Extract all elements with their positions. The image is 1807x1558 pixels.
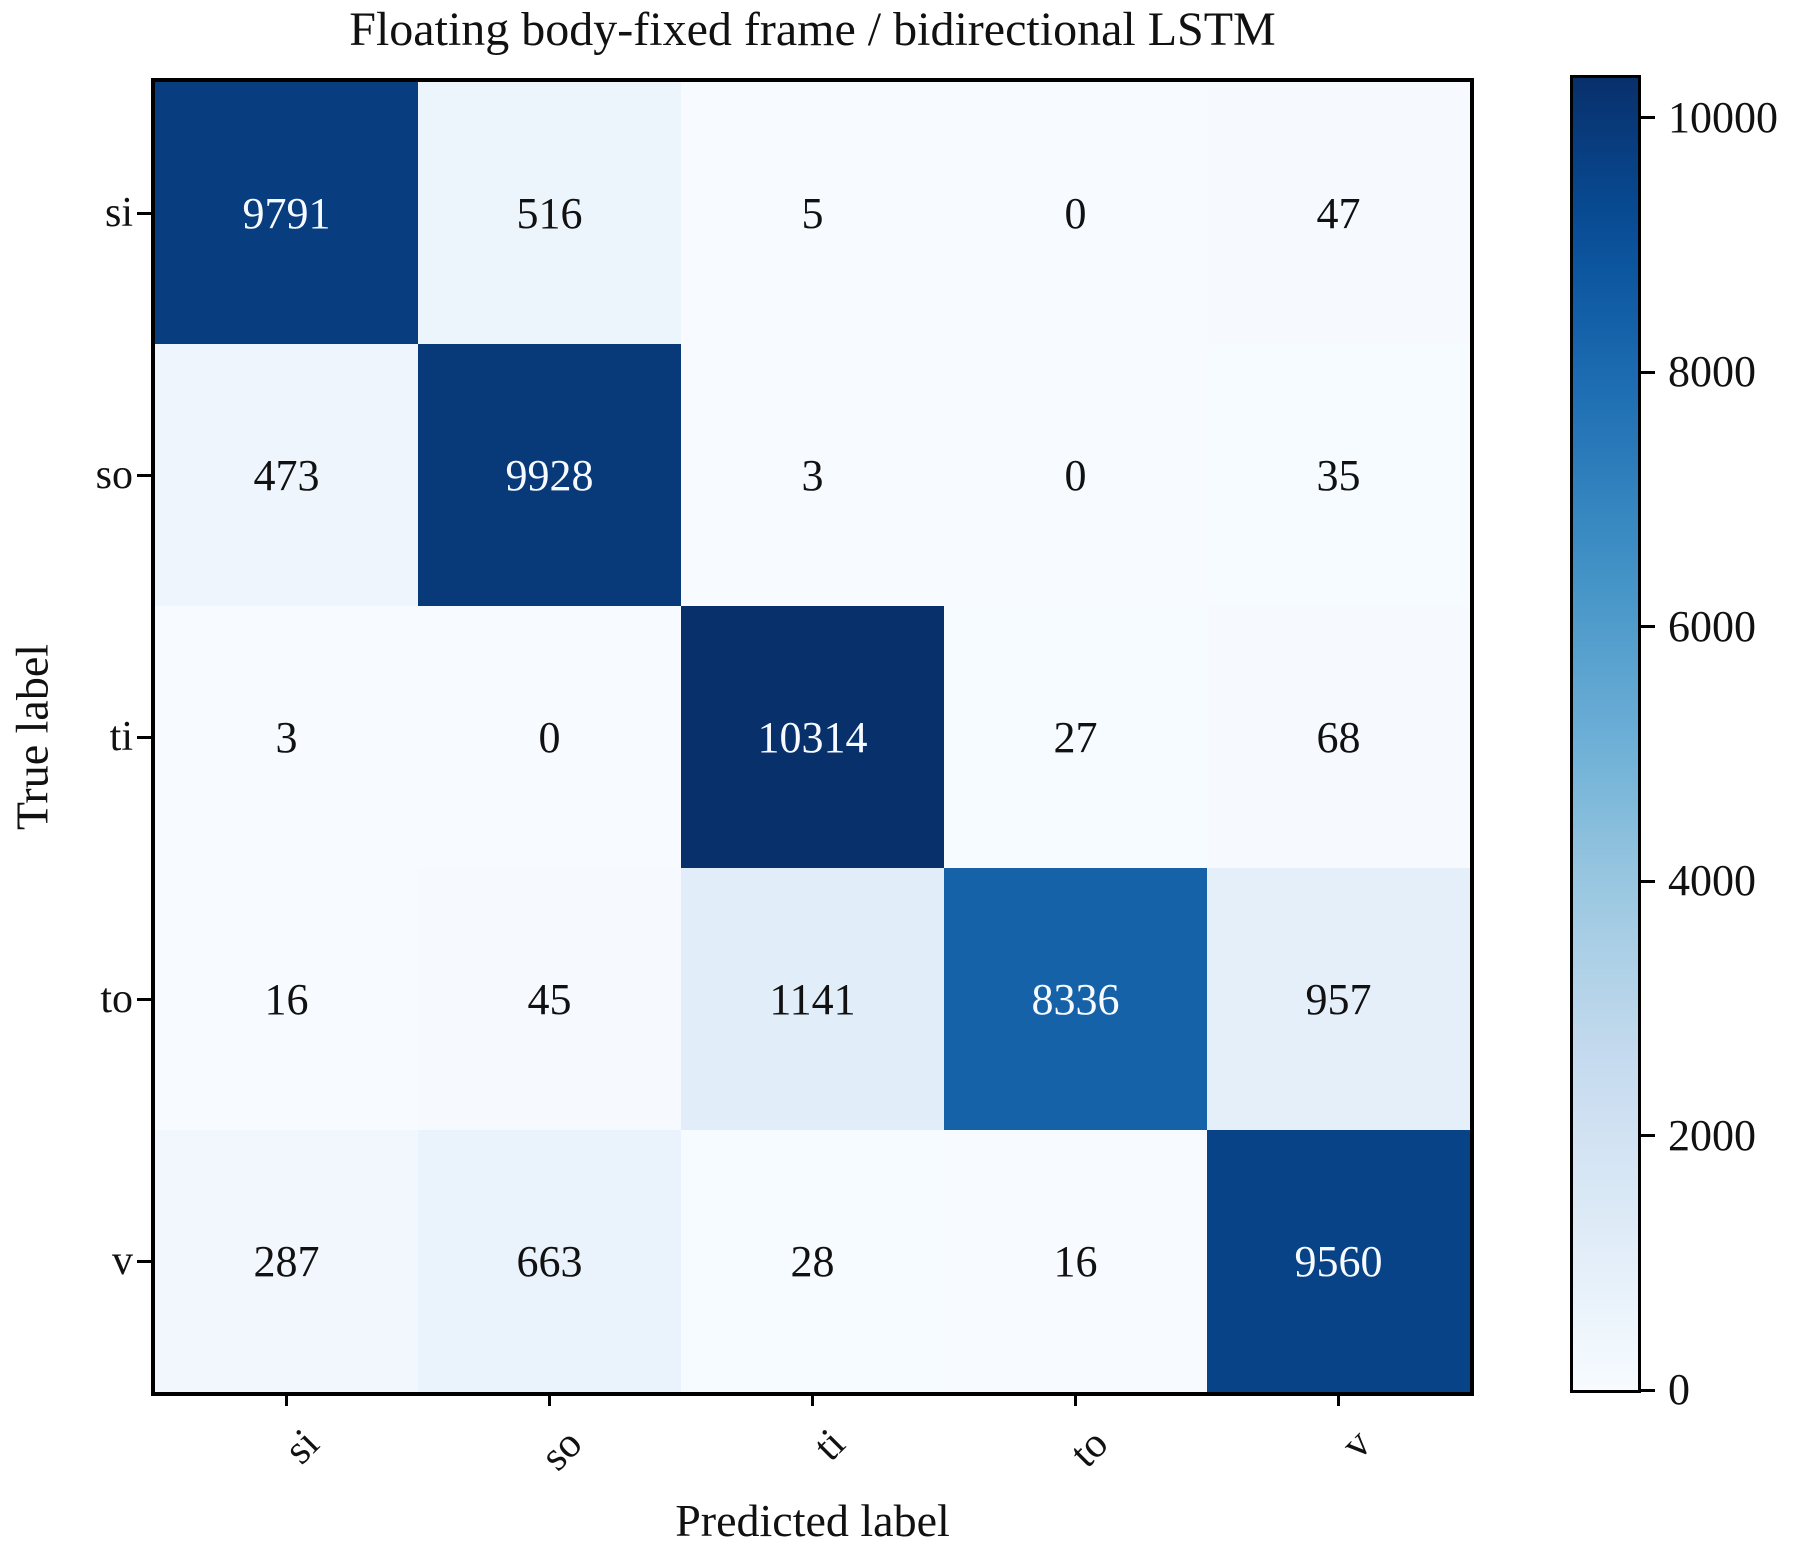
y-tick-mark xyxy=(137,473,151,477)
matrix-cell-ti-v: 68 xyxy=(1207,606,1470,868)
x-tick-label-to: to xyxy=(1061,1420,1117,1477)
matrix-cell-so-ti: 3 xyxy=(681,344,944,606)
colorbar-tick-mark xyxy=(1641,1134,1655,1138)
x-tick-mark xyxy=(1074,1392,1077,1406)
colorbar-tick-label-8000: 8000 xyxy=(1668,347,1756,397)
matrix-cell-v-v: 9560 xyxy=(1207,1130,1470,1392)
matrix-cell-v-ti: 28 xyxy=(681,1130,944,1392)
colorbar-tick-label-4000: 4000 xyxy=(1668,856,1756,906)
y-tick-label-so: so xyxy=(95,452,133,498)
y-tick-label-v: v xyxy=(112,1238,133,1284)
matrix-cell-si-so: 516 xyxy=(418,82,681,344)
x-tick-mark xyxy=(285,1392,288,1406)
x-tick-label-si: si xyxy=(275,1420,328,1474)
x-tick-mark xyxy=(811,1392,814,1406)
y-tick-label-ti: ti xyxy=(109,714,133,760)
x-tick-label-so: so xyxy=(531,1420,591,1480)
matrix-cell-ti-si: 3 xyxy=(155,606,418,868)
y-tick-label-to: to xyxy=(100,976,133,1022)
matrix-cell-si-ti: 5 xyxy=(681,82,944,344)
matrix-cell-to-v: 957 xyxy=(1207,868,1470,1130)
matrix-cell-si-to: 0 xyxy=(944,82,1207,344)
colorbar-tick-mark xyxy=(1641,625,1655,629)
x-tick-label-v: v xyxy=(1332,1420,1380,1469)
matrix-cell-to-so: 45 xyxy=(418,868,681,1130)
matrix-cell-si-si: 9791 xyxy=(155,82,418,344)
colorbar-tick-mark xyxy=(1641,879,1655,883)
matrix-cell-si-v: 47 xyxy=(1207,82,1470,344)
chart-title: Floating body-fixed frame / bidirectiona… xyxy=(349,3,1276,56)
matrix-cell-so-so: 9928 xyxy=(418,344,681,606)
matrix-cell-so-si: 473 xyxy=(155,344,418,606)
matrix-cell-to-si: 16 xyxy=(155,868,418,1130)
y-tick-label-si: si xyxy=(104,190,133,236)
colorbar-tick-label-10000: 10000 xyxy=(1668,92,1778,142)
heatmap-grid: 9791 516 5 0 47 473 9928 3 0 35 3 0 10314 27 68 16 45 114… xyxy=(151,78,1474,1396)
y-tick-mark xyxy=(137,997,151,1001)
x-axis-label: Predicted label xyxy=(675,1495,950,1546)
x-tick-mark xyxy=(1337,1392,1340,1406)
y-tick-mark xyxy=(137,1259,151,1263)
matrix-cell-ti-so: 0 xyxy=(418,606,681,868)
colorbar-tick-mark xyxy=(1641,1388,1655,1392)
matrix-cell-v-to: 16 xyxy=(944,1130,1207,1392)
x-tick-label-ti: ti xyxy=(804,1420,854,1470)
colorbar xyxy=(1570,75,1641,1393)
matrix-cell-to-to: 8336 xyxy=(944,868,1207,1130)
matrix-cell-to-ti: 1141 xyxy=(681,868,944,1130)
matrix-cell-ti-ti: 10314 xyxy=(681,606,944,868)
colorbar-tick-mark xyxy=(1641,116,1655,120)
matrix-cell-so-to: 0 xyxy=(944,344,1207,606)
matrix-cell-ti-to: 27 xyxy=(944,606,1207,868)
colorbar-tick-label-0: 0 xyxy=(1668,1365,1690,1414)
matrix-cell-v-so: 663 xyxy=(418,1130,681,1392)
y-tick-mark xyxy=(137,735,151,739)
matrix-cell-so-v: 35 xyxy=(1207,344,1470,606)
colorbar-tick-label-2000: 2000 xyxy=(1668,1110,1756,1160)
colorbar-tick-mark xyxy=(1641,370,1655,374)
matrix-cell-v-si: 287 xyxy=(155,1130,418,1392)
colorbar-tick-label-6000: 6000 xyxy=(1668,601,1756,651)
y-tick-mark xyxy=(137,211,151,215)
x-tick-mark xyxy=(548,1392,551,1406)
